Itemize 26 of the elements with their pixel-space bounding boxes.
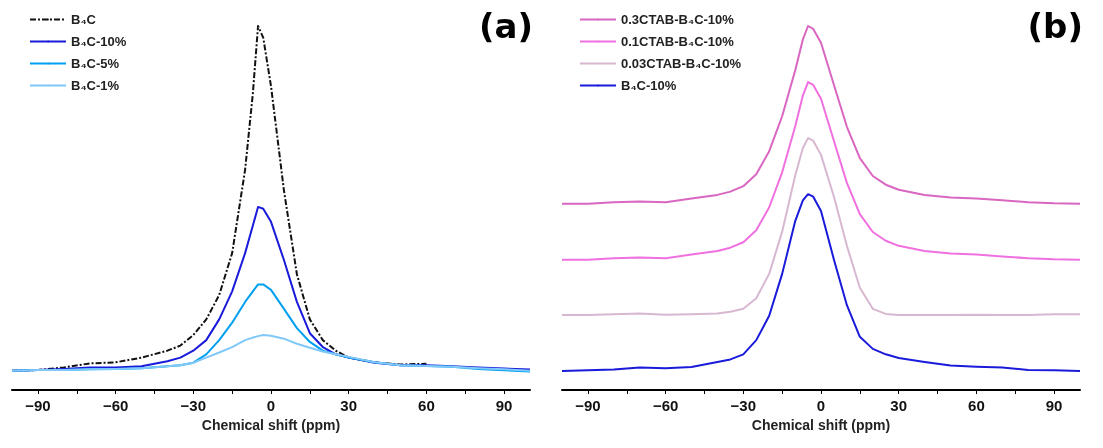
x-tick-label: 30 — [340, 397, 358, 414]
x-axis-title: Chemical shift (ppm) — [751, 417, 891, 433]
x-tick-label: −30 — [180, 397, 207, 414]
x-tick-label: 0 — [816, 397, 826, 414]
x-tick-label: −90 — [575, 397, 601, 414]
legend-label: B₄C-5% — [71, 56, 120, 71]
legend-label: 0.3CTAB-B₄C-10% — [621, 12, 735, 27]
legend-label: B₄C — [71, 12, 97, 27]
x-tick-label: 60 — [418, 397, 435, 414]
legend-label: B₄C-10% — [621, 78, 677, 93]
x-tick-label: −60 — [652, 397, 679, 414]
x-tick-label: 60 — [968, 397, 985, 414]
x-axis-title: Chemical shift (ppm) — [201, 417, 341, 433]
legend-label: 0.03CTAB-B₄C-10% — [621, 56, 742, 71]
x-tick-label: 30 — [890, 397, 908, 414]
x-tick-label: −30 — [730, 397, 757, 414]
chart-title: (b) — [1027, 6, 1084, 46]
x-tick-label: −90 — [25, 397, 51, 414]
chart-title: (a) — [478, 6, 534, 46]
legend-label: 0.1CTAB-B₄C-10% — [621, 34, 735, 49]
legend-label: B₄C-1% — [71, 78, 120, 93]
legend-label: B₄C-10% — [71, 34, 127, 49]
x-tick-label: −60 — [102, 397, 129, 414]
x-tick-label: 90 — [1045, 397, 1063, 414]
x-tick-label: 0 — [266, 397, 276, 414]
x-tick-label: 90 — [495, 397, 513, 414]
